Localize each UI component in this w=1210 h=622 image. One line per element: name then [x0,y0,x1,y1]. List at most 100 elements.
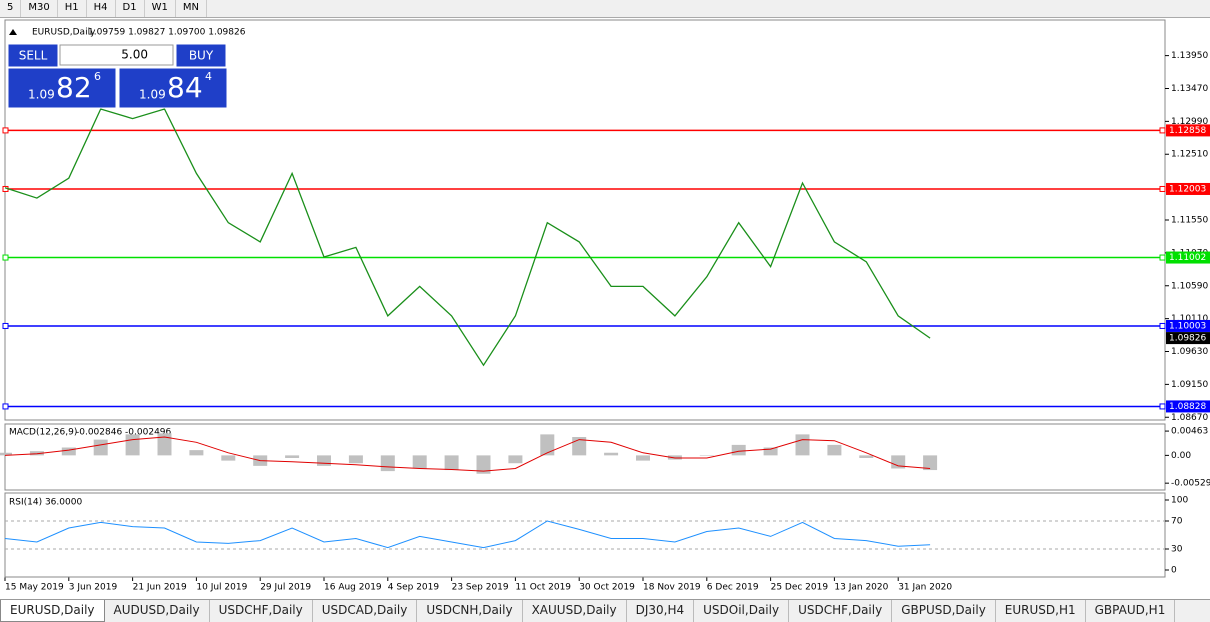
macd-bar [540,434,555,456]
current-price-label: 1.09826 [1169,334,1206,344]
macd-bar [29,451,44,456]
macd-bar [795,434,810,456]
macd-bar [699,455,714,456]
macd-bar [61,447,76,456]
x-tick-label: 10 Jul 2019 [196,583,247,593]
macd-bar [827,444,842,456]
level-label: 1.12003 [1169,184,1206,194]
chart-tab[interactable]: AUDUSD,Daily [105,600,210,622]
y-tick-label: 1.10110 [1171,314,1208,324]
y-tick-label: 1.13950 [1171,51,1208,61]
price-big-figure: 1.09 [139,88,166,102]
timeframe-button[interactable]: M30 [21,0,58,17]
macd-bar [636,455,650,461]
chart-title: EURUSD,Daily [32,28,96,38]
chart-tab[interactable]: USDCHF,Daily [210,600,313,622]
macd-bar [348,455,363,464]
y-tick-label: 30 [1171,545,1183,555]
y-tick-label: 0.00463 [1171,427,1208,437]
level-handle [2,322,9,329]
level-label-bg [1166,251,1210,264]
price-fraction: 6 [94,70,101,83]
y-tick-label: 1.12990 [1171,117,1208,127]
level-label: 1.11002 [1169,253,1206,263]
chart-tabs: EURUSD,Daily AUDUSD,Daily USDCHF,Daily USDC… [0,599,1210,622]
macd-bar [0,452,12,456]
level-handle [1159,127,1166,134]
macd-bar [157,433,172,456]
indicator-readout: -0.002846 -0.002496 [76,428,172,438]
current-price-bg [1166,332,1210,345]
y-tick-label: -0.005299 [1171,479,1210,489]
signal-line [4,436,931,472]
macd-bar [189,450,204,456]
buy-label: BUY [189,49,214,63]
chart-tab[interactable]: USDCAD,Daily [313,600,418,622]
chart-tab[interactable]: USDCHF,Daily [789,600,893,622]
macd-bar [93,439,108,456]
macd-bar [891,455,906,469]
chart-tab[interactable]: GBPUSD,Daily [892,600,996,622]
x-tick-label: 30 Oct 2019 [579,583,635,593]
buy-price-box[interactable] [118,67,228,109]
level-label-bg [1166,182,1210,195]
chart-tab[interactable]: GBPAUD,H1 [1086,600,1176,622]
x-tick-label: 29 Jul 2019 [260,583,311,593]
level-handle [1159,254,1166,261]
level-handle [2,254,9,261]
sell-label: SELL [19,49,48,63]
level-label: 1.12858 [1169,126,1206,136]
indicator-title: RSI(14) 36.0000 [9,498,82,508]
x-tick-label: 25 Dec 2019 [771,583,829,593]
chart-tab[interactable]: EURUSD,H1 [996,600,1086,622]
price-line [4,108,931,367]
y-tick-label: 1.10590 [1171,281,1208,291]
level-handle [2,403,9,410]
chart-tab[interactable]: EURUSD,Daily [0,600,105,622]
level-handle [2,127,9,134]
macd-bar [412,455,427,469]
macd-bar [285,455,300,458]
timeframe-button[interactable]: H1 [58,0,87,17]
panel-frame [4,423,1166,491]
x-tick-label: 21 Jun 2019 [133,583,187,593]
level-label: 1.10003 [1169,321,1206,331]
x-tick-label: 18 Nov 2019 [643,583,701,593]
ohlc-readout: 1.09759 1.09827 1.09700 1.09826 [88,28,246,38]
chart-tab[interactable]: DJ30,H4 [627,600,695,622]
indicator-title: MACD(12,26,9) [9,428,77,438]
y-tick-label: 70 [1171,517,1183,527]
macd-bar [380,455,395,472]
chart: EURUSD,Daily 1.09759 1.09827 1.09700 1.0… [0,19,1210,593]
macd-bar [317,455,331,466]
macd-bar [604,452,619,456]
macd-bar [763,447,778,456]
y-tick-label: 0.00 [1171,451,1191,461]
macd-bar [221,455,236,461]
macd-bar [572,437,587,456]
macd-bar [476,455,491,474]
y-tick-label: 1.12510 [1171,150,1208,160]
x-tick-label: 23 Sep 2019 [452,583,509,593]
timeframe-button[interactable]: W1 [145,0,176,17]
y-tick-label: 100 [1171,496,1188,506]
chart-tab[interactable]: USDCNH,Daily [417,600,523,622]
level-label-bg [1166,319,1210,332]
sell-price-box[interactable] [7,67,117,109]
lot-input[interactable] [59,44,174,66]
x-tick-label: 11 Oct 2019 [515,583,571,593]
sell-button[interactable] [7,43,59,68]
collapse-icon [9,29,17,35]
macd-bar [444,455,459,471]
timeframe-button[interactable]: D1 [116,0,145,17]
timeframe-button[interactable]: MN [176,0,207,17]
x-tick-label: 6 Dec 2019 [707,583,759,593]
chart-tab[interactable]: XAUUSD,Daily [523,600,627,622]
level-handle [1159,403,1166,410]
buy-button[interactable] [175,43,227,68]
timeframe-button[interactable]: 5 [0,0,22,17]
chart-tab[interactable]: USDOil,Daily [694,600,790,622]
timeframe-button[interactable]: H4 [87,0,116,17]
